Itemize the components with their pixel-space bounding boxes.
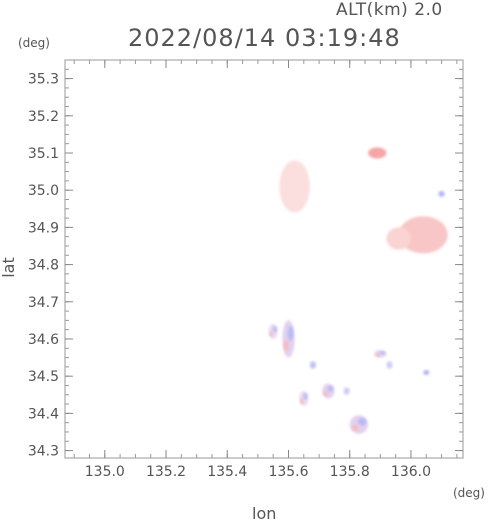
x-axis-label: lon — [252, 504, 277, 523]
x-tick-label: 136.0 — [391, 464, 431, 480]
y-tick-label: 35.2 — [28, 109, 59, 125]
echo-core-positive — [323, 391, 328, 396]
echo-region — [282, 320, 295, 358]
echo-region — [374, 350, 387, 358]
y-tick-label: 35.1 — [28, 146, 59, 162]
y-tick-label: 34.7 — [28, 295, 59, 311]
echo-core-negative — [379, 351, 386, 355]
echo-core-negative — [303, 393, 308, 400]
echo-region — [349, 415, 369, 434]
x-unit-label: (deg) — [453, 486, 485, 500]
echo-core-positive — [300, 398, 304, 404]
plot-frame — [64, 59, 464, 459]
y-tick-label: 34.9 — [28, 220, 59, 236]
altitude-label: ALT(km) 2.0 — [336, 0, 443, 20]
tick-layer: 135.0 135.2 135.4 135.6 135.8 136.0 34.3 34.4 34… — [28, 59, 463, 480]
echo-region — [423, 369, 430, 376]
echo-region — [279, 160, 310, 213]
echo-core-positive — [283, 339, 289, 352]
echo-core-negative — [327, 385, 334, 392]
echo-region — [309, 361, 317, 369]
x-tick-label: 135.2 — [146, 464, 186, 480]
echo-region — [386, 227, 411, 250]
echo-core-positive — [352, 424, 359, 431]
echo-region — [322, 383, 335, 399]
echo-core-positive — [375, 353, 381, 357]
echo-core-negative — [287, 325, 294, 341]
y-tick-label: 34.5 — [28, 369, 59, 385]
y-tick-label: 34.8 — [28, 258, 59, 274]
datetime-title: 2022/08/14 03:19:48 — [128, 24, 401, 52]
echo-region — [438, 190, 445, 197]
echo-core-negative — [357, 418, 367, 426]
y-tick-label: 34.3 — [28, 444, 59, 460]
echo-region — [299, 391, 309, 406]
echo-region — [268, 324, 278, 339]
x-tick-label: 135.4 — [207, 464, 247, 480]
echo-region — [398, 216, 448, 254]
y-tick-label: 34.6 — [28, 332, 59, 348]
x-tick-label: 135.8 — [330, 464, 370, 480]
echo-core-negative — [272, 326, 277, 333]
y-tick-label: 35.3 — [28, 72, 59, 88]
echo-core-positive — [269, 331, 273, 337]
y-tick-label: 34.4 — [28, 406, 59, 422]
echo-region — [386, 361, 393, 369]
echo-layer — [268, 147, 448, 434]
x-tick-label: 135.6 — [268, 464, 308, 480]
y-unit-label: (deg) — [18, 36, 50, 50]
echo-region — [343, 387, 350, 395]
echo-region — [368, 147, 387, 159]
x-tick-label: 135.0 — [85, 464, 125, 480]
y-tick-label: 35.0 — [28, 183, 59, 199]
